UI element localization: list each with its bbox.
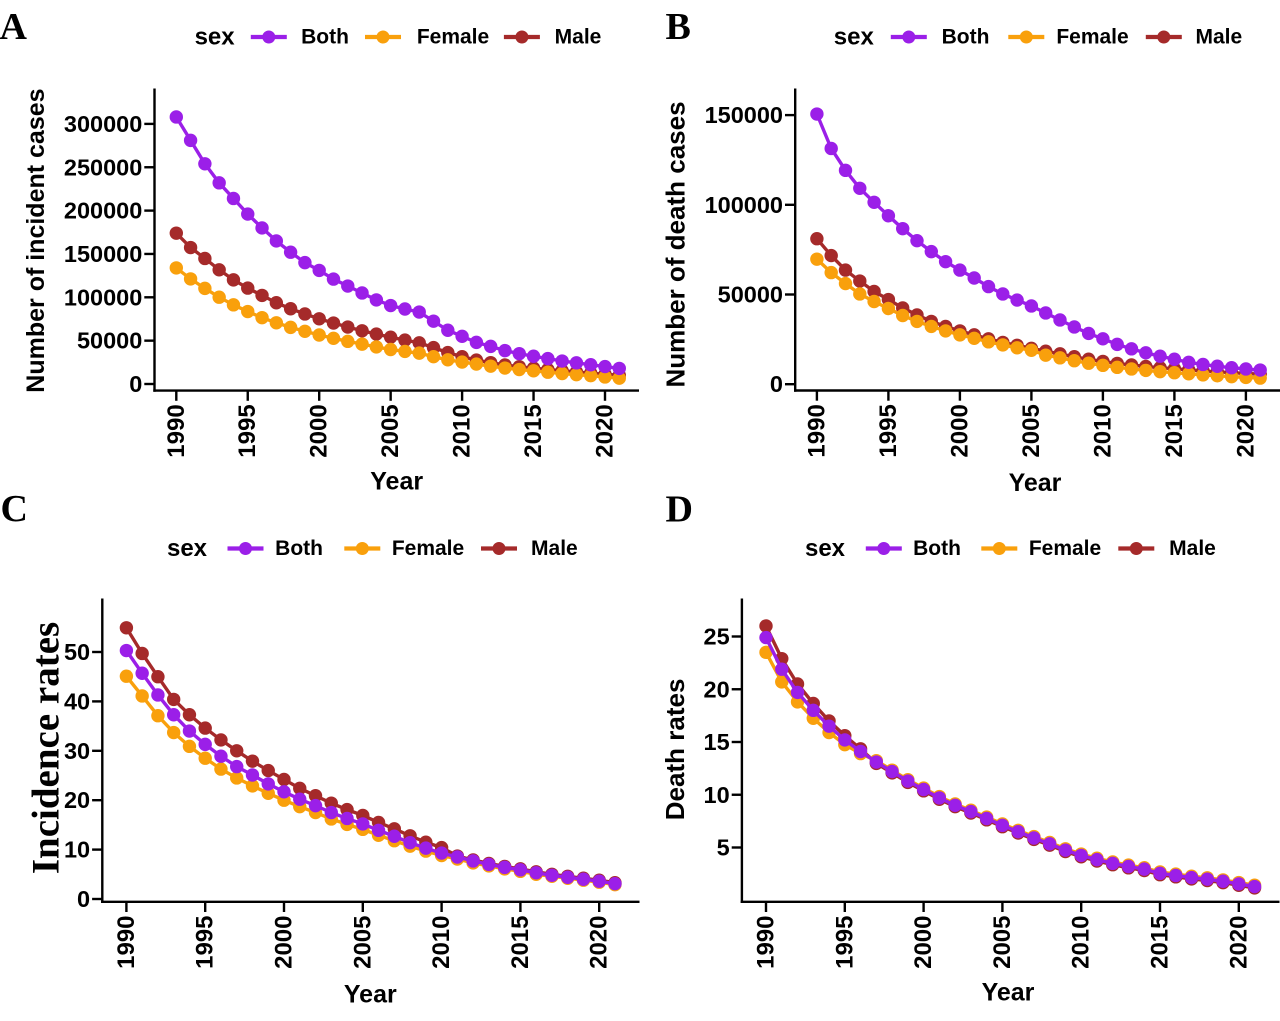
svg-text:Number of incident cases: Number of incident cases — [22, 88, 50, 392]
svg-text:Female: Female — [1029, 537, 1101, 560]
svg-text:Year: Year — [982, 979, 1035, 1007]
svg-text:Both: Both — [913, 537, 961, 560]
svg-text:25: 25 — [704, 624, 730, 650]
svg-text:2010: 2010 — [428, 916, 455, 969]
svg-text:10: 10 — [64, 837, 90, 863]
svg-text:2005: 2005 — [377, 404, 404, 457]
svg-text:Female: Female — [392, 537, 464, 560]
svg-text:2005: 2005 — [349, 916, 376, 969]
svg-text:2015: 2015 — [1147, 916, 1174, 969]
svg-text:Incidence rates: Incidence rates — [25, 622, 68, 874]
svg-text:10: 10 — [704, 782, 730, 808]
svg-text:2000: 2000 — [306, 404, 333, 457]
svg-text:sex: sex — [195, 24, 236, 51]
svg-text:sex: sex — [834, 24, 875, 51]
svg-text:250000: 250000 — [64, 154, 142, 180]
svg-text:100000: 100000 — [64, 284, 142, 310]
svg-text:Male: Male — [531, 537, 578, 560]
svg-text:B: B — [666, 6, 691, 48]
svg-text:0: 0 — [77, 886, 90, 912]
svg-text:50000: 50000 — [77, 328, 142, 354]
svg-text:2010: 2010 — [1068, 916, 1095, 969]
svg-text:20: 20 — [704, 676, 730, 702]
svg-text:2015: 2015 — [520, 404, 547, 457]
svg-text:Year: Year — [1009, 469, 1062, 497]
svg-text:Year: Year — [370, 467, 423, 495]
svg-text:1995: 1995 — [192, 916, 219, 969]
svg-text:150000: 150000 — [64, 241, 142, 267]
svg-text:sex: sex — [805, 535, 846, 562]
svg-text:Both: Both — [275, 537, 323, 560]
svg-text:1995: 1995 — [234, 404, 261, 457]
svg-text:200000: 200000 — [64, 198, 142, 224]
svg-text:2005: 2005 — [989, 916, 1016, 969]
svg-text:2020: 2020 — [1225, 916, 1252, 969]
svg-text:0: 0 — [770, 371, 783, 397]
svg-text:sex: sex — [167, 535, 208, 562]
svg-text:Female: Female — [1056, 26, 1128, 49]
svg-text:Male: Male — [1195, 26, 1242, 49]
svg-text:Year: Year — [344, 981, 397, 1009]
svg-text:2015: 2015 — [1161, 404, 1188, 457]
svg-text:Male: Male — [555, 26, 602, 49]
svg-text:2020: 2020 — [586, 916, 613, 969]
svg-text:A: A — [0, 6, 28, 48]
svg-text:2005: 2005 — [1018, 404, 1045, 457]
svg-text:Female: Female — [417, 26, 489, 49]
svg-text:30: 30 — [64, 738, 90, 764]
svg-text:2020: 2020 — [1232, 404, 1259, 457]
svg-text:50: 50 — [64, 639, 90, 665]
svg-text:40: 40 — [64, 688, 90, 714]
svg-text:Death rates: Death rates — [660, 679, 690, 821]
svg-text:1990: 1990 — [163, 404, 190, 457]
svg-text:D: D — [666, 488, 693, 530]
svg-text:Number of death cases: Number of death cases — [661, 101, 691, 387]
svg-text:20: 20 — [64, 787, 90, 813]
svg-text:Both: Both — [942, 26, 990, 49]
svg-text:100000: 100000 — [705, 192, 783, 218]
svg-text:Male: Male — [1169, 537, 1216, 560]
svg-text:1995: 1995 — [875, 404, 902, 457]
svg-text:2000: 2000 — [946, 404, 973, 457]
svg-text:300000: 300000 — [64, 111, 142, 137]
svg-text:Both: Both — [301, 26, 349, 49]
svg-text:1990: 1990 — [753, 916, 780, 969]
svg-text:50000: 50000 — [718, 282, 783, 308]
svg-text:1995: 1995 — [831, 916, 858, 969]
svg-text:2015: 2015 — [507, 916, 534, 969]
svg-text:0: 0 — [129, 371, 142, 397]
svg-text:1990: 1990 — [803, 404, 830, 457]
svg-text:150000: 150000 — [705, 102, 783, 128]
svg-text:2010: 2010 — [1089, 404, 1116, 457]
svg-text:C: C — [1, 488, 28, 530]
svg-text:2010: 2010 — [449, 404, 476, 457]
svg-text:1990: 1990 — [113, 916, 140, 969]
svg-text:15: 15 — [704, 729, 730, 755]
svg-text:2000: 2000 — [271, 916, 298, 969]
svg-text:5: 5 — [717, 835, 730, 861]
svg-text:2000: 2000 — [910, 916, 937, 969]
svg-text:2020: 2020 — [592, 404, 619, 457]
